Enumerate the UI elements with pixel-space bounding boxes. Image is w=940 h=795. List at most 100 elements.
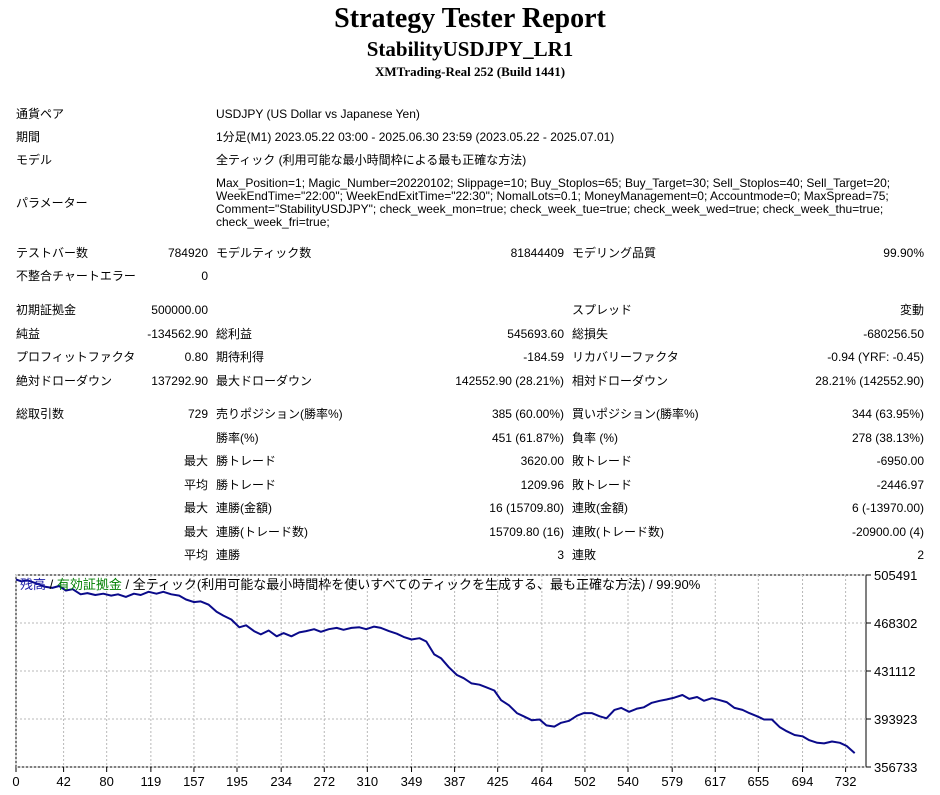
x-tick-label: 157: [183, 774, 205, 789]
legend-sep: /: [46, 577, 57, 592]
max-consec-win-label: 連勝(金額): [216, 501, 272, 515]
avg-prefix: 平均: [183, 548, 208, 562]
pf-label: プロフィットファクタ: [16, 350, 136, 364]
rel-dd-value: 28.21% (142552.90): [815, 374, 924, 388]
abs-dd-value: 137292.90: [151, 374, 208, 388]
total-trades-value: 729: [187, 407, 208, 421]
max-prefix: 最大: [183, 525, 208, 539]
x-tick-label: 310: [356, 774, 378, 789]
max-consec-profit-value: 15709.80 (16): [489, 525, 564, 539]
pf-value: 0.80: [184, 350, 208, 364]
x-tick-label: 655: [747, 774, 769, 789]
x-tick-label: 694: [792, 774, 814, 789]
largest-win-label: 勝トレード: [216, 454, 277, 468]
total-trades-label: 総取引数: [16, 407, 65, 421]
quality-label: モデリング品質: [572, 246, 657, 260]
long-value: 344 (63.95%): [851, 407, 924, 421]
avg-loss-value: -2446.97: [876, 478, 924, 492]
balance-line: [15, 578, 856, 754]
max-dd-label: 最大ドローダウン: [216, 374, 313, 388]
long-label: 買いポジション(勝率%): [572, 407, 699, 421]
x-tick-label: 540: [617, 774, 639, 789]
y-tick-label: 505491: [874, 570, 917, 583]
balance-chart: 0 42 80 119 157 195 234 272 310 349 387 425 464 502 54…: [12, 570, 917, 789]
x-tick-label: 80: [99, 774, 113, 789]
largest-loss-value: -6950.00: [876, 454, 924, 468]
payoff-value: -184.59: [523, 350, 564, 364]
max-dd-value: 142552.90 (28.21%): [455, 374, 564, 388]
x-tick-label: 732: [835, 774, 857, 789]
x-tick-label: 119: [140, 774, 161, 789]
largest-loss-label: 敗トレード: [572, 454, 633, 468]
max-consec-lossamt-label: 連敗(トレード数): [572, 525, 664, 539]
abs-dd-label: 絶対ドローダウン: [16, 374, 113, 388]
deposit-value: 500000.00: [151, 303, 208, 317]
model-label: モデル: [16, 153, 53, 167]
deposit-label: 初期証拠金: [16, 303, 77, 317]
mismatch-value: 0: [201, 269, 208, 283]
gross-loss-value: -680256.50: [863, 327, 924, 341]
legend-balance: 残高: [20, 577, 47, 592]
ticks-value: 81844409: [510, 246, 564, 260]
max-consec-loss-label: 連敗(金額): [572, 501, 628, 515]
avg-loss-label: 敗トレード: [572, 478, 633, 492]
max-consec-loss-value: 6 (-13970.00): [851, 501, 924, 515]
x-tick-label: 579: [661, 774, 683, 789]
recovery-value: -0.94 (YRF: -0.45): [827, 350, 924, 364]
x-tick-label: 42: [56, 774, 70, 789]
symbol-label: 通貨ペア: [16, 107, 65, 121]
x-tick-label: 617: [704, 774, 726, 789]
params-value: Max_Position=1; Magic_Number=20220102; S…: [216, 176, 891, 229]
y-tick-label: 356733: [874, 760, 917, 775]
short-value: 385 (60.00%): [491, 407, 564, 421]
report-title: Strategy Tester Report: [334, 3, 606, 34]
x-tick-label: 502: [574, 774, 596, 789]
max-consec-win-value: 16 (15709.80): [489, 501, 564, 515]
recovery-label: リカバリーファクタ: [572, 350, 679, 364]
avg-consec-loss-value: 2: [917, 548, 924, 562]
max-prefix: 最大: [183, 454, 208, 468]
avg-prefix: 平均: [183, 478, 208, 492]
ea-name: StabilityUSDJPY_LR1: [366, 37, 574, 61]
payoff-label: 期待利得: [216, 350, 265, 364]
largest-win-value: 3620.00: [520, 454, 564, 468]
win-rate-value: 451 (61.87%): [491, 431, 564, 445]
legend-equity: 有効証拠金: [56, 577, 122, 592]
x-tick-label: 425: [487, 774, 509, 789]
spread-value: 変動: [899, 303, 924, 317]
gross-loss-label: 総損失: [572, 327, 609, 341]
avg-win-value: 1209.96: [520, 478, 564, 492]
chart-legend: 残高 / 有効証拠金 / 全ティック(利用可能な最小時間枠を使いすべてのティック…: [20, 577, 700, 593]
model-value: 全ティック (利用可能な最小時間枠による最も正確な方法): [216, 153, 527, 167]
x-tick-label: 0: [12, 774, 19, 789]
max-consec-lossamt-value: -20900.00 (4): [851, 525, 924, 539]
x-tick-label: 272: [313, 774, 335, 789]
mismatch-label: 不整合チャートエラー: [16, 269, 136, 283]
ticks-label: モデルティック数: [216, 246, 312, 260]
net-value: -134562.90: [147, 327, 208, 341]
x-tick-label: 234: [270, 774, 292, 789]
win-rate-label: 勝率(%): [216, 431, 259, 445]
max-prefix: 最大: [183, 501, 208, 515]
quality-value: 99.90%: [883, 246, 924, 260]
period-value: 1分足(M1) 2023.05.22 03:00 - 2025.06.30 23…: [216, 130, 615, 144]
params-label: パラメーター: [16, 196, 88, 210]
server-build: XMTrading-Real 252 (Build 1441): [374, 64, 566, 79]
bars-value: 784920: [167, 246, 208, 260]
avg-consec-win-value: 3: [557, 548, 564, 562]
x-tick-label: 464: [531, 774, 553, 789]
y-tick-label: 393923: [874, 712, 917, 727]
avg-consec-win-label: 連勝: [216, 548, 241, 562]
short-label: 売りポジション(勝率%): [216, 407, 343, 421]
legend-model: / 全ティック(利用可能な最小時間枠を使いすべてのティックを生成する、最も正確な…: [121, 577, 701, 592]
y-tick-label: 468302: [874, 616, 917, 631]
max-consec-profit-label: 連勝(トレード数): [216, 525, 308, 539]
symbol-value: USDJPY (US Dollar vs Japanese Yen): [216, 107, 420, 121]
spread-label: スプレッド: [572, 303, 633, 317]
gross-profit-label: 総利益: [216, 327, 253, 341]
avg-win-label: 勝トレード: [216, 478, 277, 492]
avg-consec-loss-label: 連敗: [572, 548, 597, 562]
y-tick-label: 431112: [874, 664, 915, 679]
period-label: 期間: [16, 130, 41, 144]
loss-rate-value: 278 (38.13%): [851, 431, 924, 445]
